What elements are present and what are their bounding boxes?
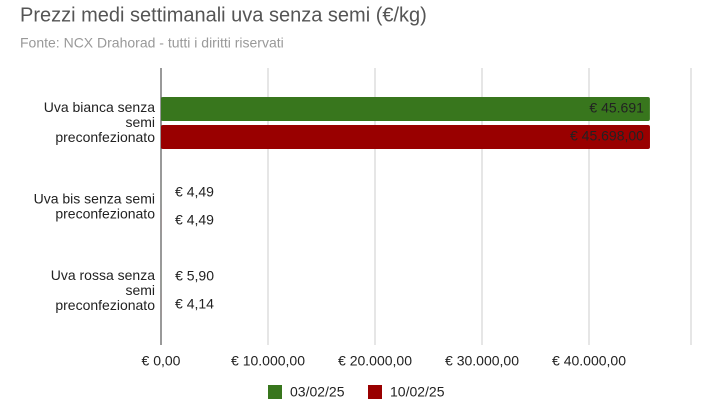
chart-subtitle: Fonte: NCX Drahorad - tutti i diritti ri…	[20, 35, 284, 51]
legend-swatch	[368, 385, 382, 399]
value-label: € 45.691	[589, 100, 644, 116]
value-label: € 4,14	[175, 296, 214, 312]
bar	[161, 125, 650, 149]
x-tick-label: € 10.000,00	[231, 353, 305, 369]
category-label: Uva bianca senza semi preconfezionato	[44, 99, 156, 145]
category-label: Uva rossa senza semi preconfezionato	[51, 267, 155, 313]
x-tick-label: € 30.000,00	[445, 353, 519, 369]
value-label: € 4,49	[175, 184, 214, 200]
chart-title: Prezzi medi settimanali uva senza semi (…	[20, 4, 427, 26]
category-label: Uva bis senza semi preconfezionato	[34, 190, 156, 221]
value-label: € 45.698,00	[570, 128, 644, 144]
x-tick-label: € 20.000,00	[338, 353, 412, 369]
value-label: € 5,90	[175, 268, 214, 284]
value-label: € 4,49	[175, 212, 214, 228]
legend-swatch	[268, 385, 282, 399]
x-tick-label: € 40.000,00	[552, 353, 626, 369]
legend-label: 10/02/25	[390, 384, 445, 400]
x-tick-label: € 0,00	[142, 353, 181, 369]
legend-label: 03/02/25	[290, 384, 345, 400]
bar	[161, 97, 650, 121]
